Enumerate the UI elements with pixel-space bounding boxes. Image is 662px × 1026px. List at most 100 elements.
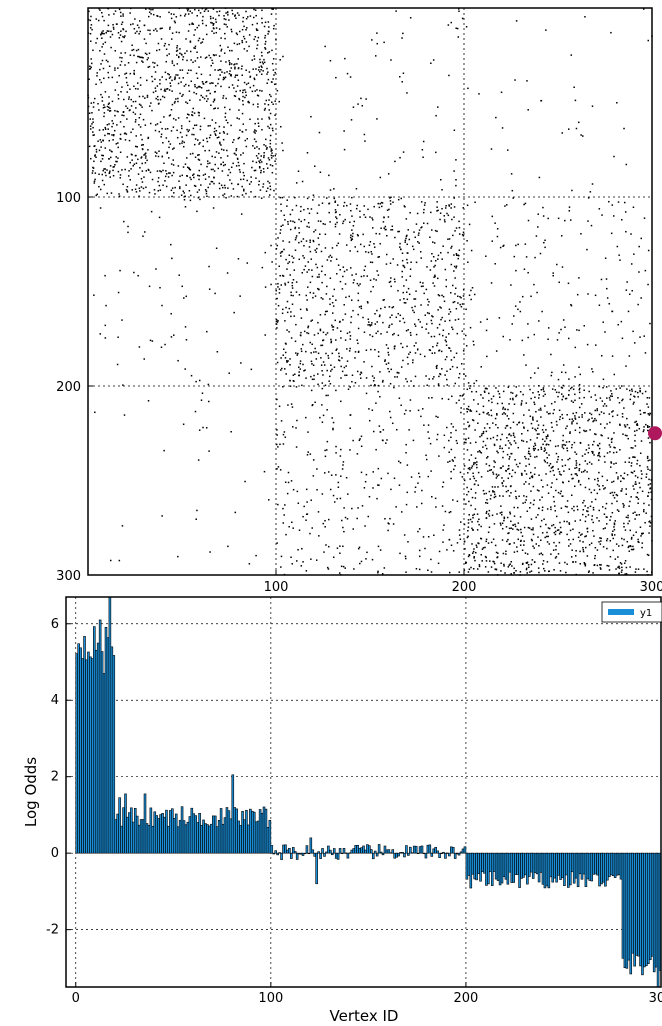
adjacency-point [390, 59, 392, 61]
adjacency-point [621, 399, 623, 402]
adjacency-points [87, 7, 653, 576]
adjacency-point [501, 539, 504, 541]
adjacency-point [143, 176, 145, 178]
adjacency-point [501, 433, 503, 436]
adjacency-point [540, 519, 543, 522]
adjacency-point [291, 563, 294, 565]
adjacency-point [449, 292, 452, 294]
adjacency-point [230, 430, 232, 433]
adjacency-point [274, 114, 276, 116]
adjacency-point [538, 176, 541, 179]
adjacency-point [151, 75, 153, 78]
adjacency-point [107, 60, 109, 63]
adjacency-point [138, 103, 141, 106]
adjacency-point [529, 455, 532, 458]
adjacency-point [137, 55, 139, 58]
adjacency-point [649, 487, 651, 490]
adjacency-point [591, 368, 593, 370]
adjacency-point [621, 413, 624, 415]
adjacency-point [469, 478, 471, 480]
adjacency-point [264, 37, 266, 39]
adjacency-point [623, 201, 626, 204]
adjacency-point [629, 500, 631, 503]
adjacency-point [557, 491, 560, 494]
adjacency-point [367, 251, 370, 254]
adjacency-point [536, 420, 538, 422]
adjacency-point [228, 72, 231, 75]
adjacency-point [463, 541, 466, 543]
adjacency-point [447, 461, 449, 463]
adjacency-point [649, 525, 651, 527]
adjacency-point [172, 126, 175, 128]
adjacency-point [190, 59, 192, 61]
adjacency-point [613, 373, 616, 376]
adjacency-point [331, 326, 334, 328]
adjacency-point [587, 220, 589, 222]
adjacency-point [640, 237, 642, 240]
adjacency-point [174, 21, 176, 24]
adjacency-point [436, 438, 438, 441]
adjacency-point [584, 469, 586, 472]
adjacency-point [453, 197, 455, 199]
adjacency-point [169, 26, 171, 29]
adjacency-point [274, 71, 276, 74]
adjacency-point [517, 446, 520, 449]
adjacency-point [465, 441, 467, 444]
adjacency-point [649, 469, 651, 471]
adjacency-point [404, 302, 407, 304]
adjacency-point [414, 298, 417, 300]
adjacency-point [389, 382, 392, 385]
adjacency-point [122, 28, 125, 31]
adjacency-point [631, 390, 633, 392]
adjacency-point [564, 561, 566, 564]
x-tick-label: 0 [72, 991, 80, 1006]
adjacency-point [477, 484, 480, 486]
adjacency-point [611, 437, 613, 440]
adjacency-point [205, 81, 207, 84]
adjacency-point [191, 111, 194, 113]
bar [305, 845, 309, 854]
adjacency-point [267, 21, 270, 23]
adjacency-point [117, 67, 119, 69]
adjacency-point [428, 301, 430, 303]
adjacency-point [501, 482, 504, 485]
adjacency-point [112, 166, 115, 168]
adjacency-point [350, 119, 353, 121]
adjacency-point [240, 154, 242, 156]
adjacency-point [95, 18, 98, 20]
adjacency-point [162, 141, 164, 144]
adjacency-point [186, 117, 188, 119]
adjacency-point [181, 54, 183, 56]
adjacency-point [121, 169, 123, 171]
adjacency-point [415, 342, 417, 344]
adjacency-point [329, 189, 332, 191]
adjacency-point [636, 463, 638, 465]
adjacency-point [346, 204, 348, 207]
adjacency-point [490, 414, 493, 417]
adjacency-point [114, 50, 117, 52]
adjacency-point [263, 156, 265, 159]
adjacency-point [246, 27, 248, 29]
adjacency-point [431, 352, 434, 355]
adjacency-point [377, 355, 380, 358]
adjacency-point [89, 19, 92, 22]
adjacency-point [632, 512, 634, 514]
adjacency-point [610, 441, 613, 443]
adjacency-point [180, 81, 182, 83]
adjacency-point [228, 60, 230, 62]
adjacency-point [569, 529, 572, 532]
adjacency-point [474, 508, 477, 510]
adjacency-point [617, 510, 620, 512]
adjacency-point [604, 487, 606, 489]
adjacency-point [527, 526, 530, 529]
adjacency-point [269, 188, 272, 191]
adjacency-point [630, 538, 633, 540]
adjacency-point [560, 328, 562, 331]
adjacency-point [485, 447, 488, 450]
adjacency-point [322, 522, 325, 525]
adjacency-point [541, 496, 543, 498]
adjacency-point [319, 233, 321, 235]
bar [284, 844, 287, 854]
adjacency-point [644, 521, 646, 524]
adjacency-point [578, 366, 580, 368]
